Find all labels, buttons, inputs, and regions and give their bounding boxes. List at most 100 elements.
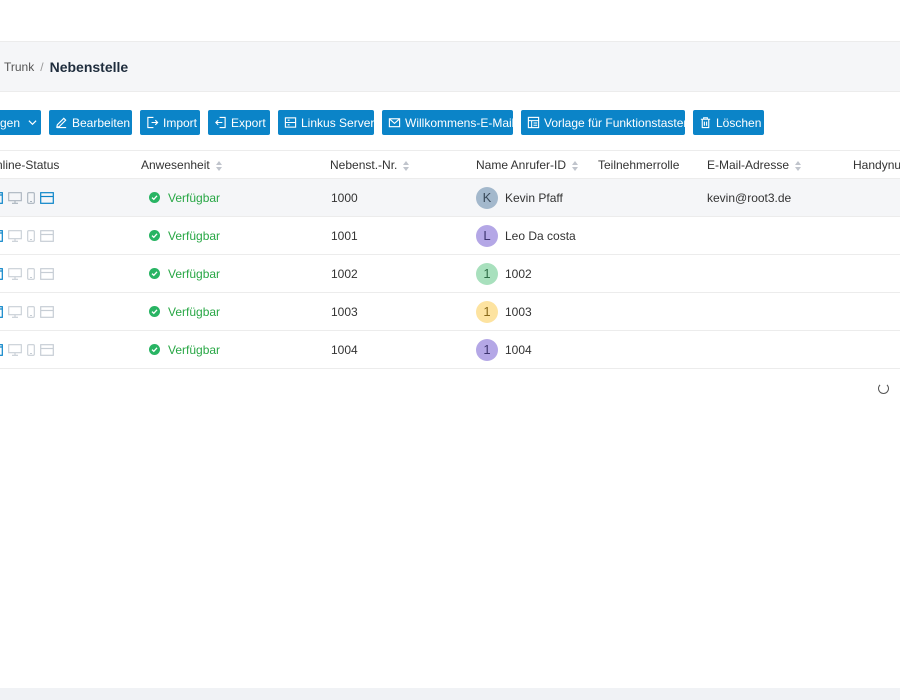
desktop-client-icon	[8, 191, 22, 204]
chevron-down-icon	[28, 120, 37, 126]
column-presence[interactable]: Anwesenheit	[141, 151, 223, 179]
mobile-client-icon	[27, 229, 35, 242]
caller-id-name: L Leo Da costa	[476, 217, 576, 254]
sort-icon[interactable]	[403, 160, 410, 171]
online-status-icons	[0, 255, 59, 292]
extension-number: 1003	[331, 304, 358, 319]
presence-label: Verfügbar	[168, 304, 221, 319]
caller-id-name: 1 1004	[476, 331, 532, 368]
presence-status: Verfügbar	[149, 217, 220, 254]
import-button[interactable]: Import	[140, 110, 200, 135]
ip-phone-icon	[40, 229, 54, 242]
online-status-icons	[0, 331, 59, 368]
edit-icon	[56, 117, 67, 129]
caller-id-label: Leo Da costa	[505, 228, 576, 243]
avatar: 1	[476, 262, 498, 285]
extension-table: nline-Status Anwesenheit Nebenst.-Nr. Na…	[0, 150, 900, 369]
check-circle-icon	[149, 192, 160, 203]
web-client-icon	[0, 267, 3, 280]
avatar: K	[476, 186, 498, 209]
mobile-client-icon	[27, 191, 35, 204]
export-button-label: Export	[231, 115, 266, 130]
desktop-client-icon	[8, 343, 22, 356]
ip-phone-icon	[40, 305, 54, 318]
check-circle-icon	[149, 268, 160, 279]
breadcrumb-separator: /	[40, 59, 44, 74]
export-button[interactable]: Export	[208, 110, 270, 135]
function-key-template-button[interactable]: Vorlage für Funktionstasten	[521, 110, 690, 135]
table-row[interactable]: Verfügbar 1003 1 1003	[0, 293, 900, 331]
column-role: Teilnehmerrolle	[598, 158, 680, 172]
ip-phone-icon	[40, 343, 54, 356]
presence-status: Verfügbar	[149, 255, 220, 292]
top-bar	[0, 0, 900, 42]
sort-icon[interactable]	[795, 160, 802, 171]
presence-label: Verfügbar	[168, 190, 221, 205]
presence-label: Verfügbar	[168, 342, 221, 357]
breadcrumb: Trunk / Nebenstelle	[0, 42, 900, 92]
avatar: 1	[476, 300, 498, 323]
import-icon	[147, 116, 159, 129]
import-button-label: Import	[163, 115, 198, 130]
mail-icon	[388, 118, 401, 128]
refresh-icon[interactable]	[878, 383, 889, 394]
column-caller-id[interactable]: Name Anrufer-ID	[476, 151, 579, 179]
table-body: Verfügbar 1000 K Kevin Pfaff kevin@root3.de V…	[0, 179, 900, 369]
column-extension[interactable]: Nebenst.-Nr.	[330, 151, 410, 179]
mobile-client-icon	[27, 305, 35, 318]
caller-id-label: 1004	[505, 342, 532, 357]
online-status-icons	[0, 217, 59, 254]
table-header: nline-Status Anwesenheit Nebenst.-Nr. Na…	[0, 150, 900, 179]
column-online-status: nline-Status	[0, 158, 60, 172]
caller-id-label: 1002	[505, 266, 532, 281]
table-row[interactable]: Verfügbar 1004 1 1004	[0, 331, 900, 369]
avatar: L	[476, 224, 498, 247]
avatar: 1	[476, 338, 498, 361]
table-row[interactable]: Verfügbar 1001 L Leo Da costa	[0, 217, 900, 255]
delete-button[interactable]: Löschen	[693, 110, 764, 135]
footer	[0, 688, 900, 700]
caller-id-label: 1003	[505, 304, 532, 319]
linkus-server-label: Linkus Server	[301, 115, 375, 130]
desktop-client-icon	[8, 267, 22, 280]
presence-status: Verfügbar	[149, 179, 220, 216]
linkus-server-button[interactable]: Linkus Server	[278, 110, 374, 135]
mobile-client-icon	[27, 343, 35, 356]
edit-button[interactable]: Bearbeiten	[49, 110, 132, 135]
table-row[interactable]: Verfügbar 1000 K Kevin Pfaff kevin@root3.de	[0, 179, 900, 217]
template-icon	[527, 116, 540, 129]
check-circle-icon	[149, 344, 160, 355]
presence-label: Verfügbar	[168, 266, 221, 281]
add-dropdown-button[interactable]: gen	[0, 110, 41, 135]
mobile-client-icon	[27, 267, 35, 280]
web-client-icon	[0, 305, 3, 318]
trash-icon	[700, 117, 711, 129]
caller-id-label: Kevin Pfaff	[505, 190, 563, 205]
server-icon	[284, 117, 297, 128]
welcome-email-label: Willkommens-E-Mail	[405, 115, 515, 130]
check-circle-icon	[149, 230, 160, 241]
sort-icon[interactable]	[572, 160, 579, 171]
extension-number: 1000	[331, 190, 358, 205]
presence-status: Verfügbar	[149, 293, 220, 330]
function-key-template-label: Vorlage für Funktionstasten	[544, 115, 691, 130]
web-client-icon	[0, 343, 3, 356]
edit-button-label: Bearbeiten	[72, 115, 131, 130]
ip-phone-icon	[40, 191, 54, 204]
web-client-icon	[0, 191, 3, 204]
online-status-icons	[0, 293, 59, 330]
web-client-icon	[0, 229, 3, 242]
extension-number: 1002	[331, 266, 358, 281]
caller-id-name: K Kevin Pfaff	[476, 179, 563, 216]
online-status-icons	[0, 179, 59, 216]
welcome-email-button[interactable]: Willkommens-E-Mail	[382, 110, 515, 135]
page-title: Nebenstelle	[49, 58, 129, 75]
sort-icon[interactable]	[215, 160, 223, 171]
column-email[interactable]: E-Mail-Adresse	[707, 151, 802, 179]
table-row[interactable]: Verfügbar 1002 1 1002	[0, 255, 900, 293]
breadcrumb-parent[interactable]: Trunk	[4, 59, 35, 74]
check-circle-icon	[149, 306, 160, 317]
desktop-client-icon	[8, 229, 22, 242]
add-dropdown-label: gen	[0, 115, 21, 130]
ip-phone-icon	[40, 267, 54, 280]
